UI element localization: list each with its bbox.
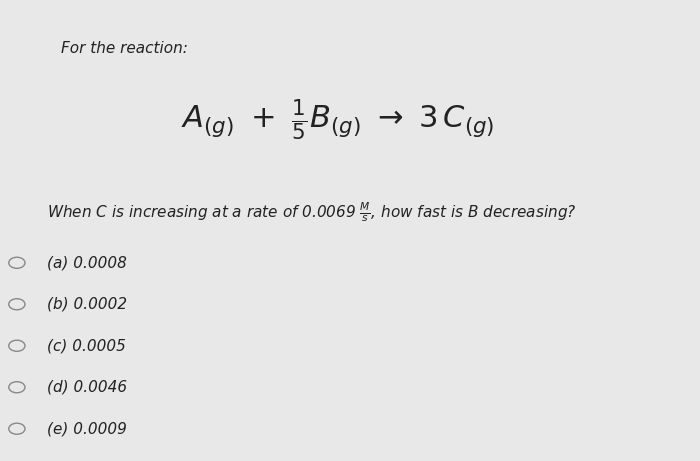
Text: (a) 0.0008: (a) 0.0008 <box>48 255 127 270</box>
Text: $A_{(g)}\ +\ \frac{1}{5}B_{(g)}\ \rightarrow\ 3\,C_{(g)}$: $A_{(g)}\ +\ \frac{1}{5}B_{(g)}\ \righta… <box>181 97 494 142</box>
Text: (d) 0.0046: (d) 0.0046 <box>48 380 127 395</box>
Text: (c) 0.0005: (c) 0.0005 <box>48 338 126 353</box>
Text: (e) 0.0009: (e) 0.0009 <box>48 421 127 436</box>
Text: When C is increasing at a rate of 0.0069 $\frac{M}{s}$, how fast is B decreasing: When C is increasing at a rate of 0.0069… <box>48 201 577 224</box>
Text: (b) 0.0002: (b) 0.0002 <box>48 297 127 312</box>
Text: For the reaction:: For the reaction: <box>61 41 188 57</box>
